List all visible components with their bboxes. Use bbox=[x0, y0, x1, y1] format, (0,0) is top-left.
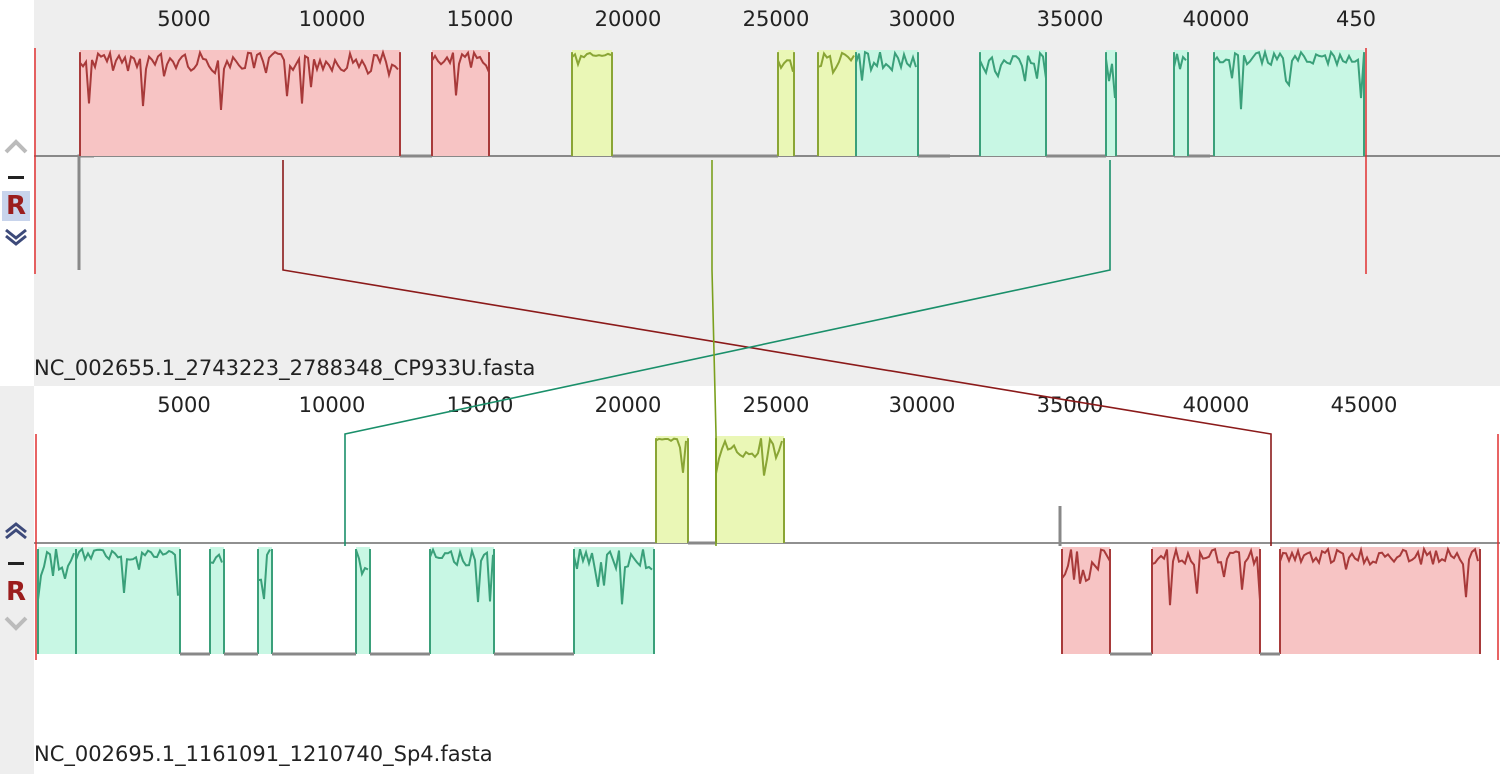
lcb-green-curve bbox=[209, 552, 223, 565]
lcb-red-curve bbox=[1151, 546, 1261, 606]
ruler-tick-label: 15000 bbox=[447, 393, 514, 417]
chevron-up-icon[interactable] bbox=[2, 518, 30, 546]
sequence-panel-bottom: R 5000 10000 15000 20000 25000 30000 35000 4000… bbox=[0, 386, 1500, 774]
minus-icon[interactable] bbox=[2, 550, 30, 578]
lcb-green-curve bbox=[1173, 53, 1187, 70]
ruler-tick-label: 40000 bbox=[1183, 7, 1250, 31]
lcb-green-curve bbox=[429, 547, 494, 603]
panel-controls-top: R bbox=[0, 0, 34, 386]
lcb-green-curve bbox=[37, 548, 75, 600]
lcb-yellow-block bbox=[656, 436, 688, 543]
ruler-tick-label: 30000 bbox=[889, 393, 956, 417]
sequence-panel-top: R 5000 10000 15000 20000 25000 30000 35000 4000… bbox=[0, 0, 1500, 386]
lcb-green-block bbox=[1214, 50, 1364, 156]
ruler-tick-label: 5000 bbox=[157, 393, 210, 417]
lcb-yellow-curve bbox=[817, 51, 855, 76]
lcb-green-block bbox=[1106, 50, 1116, 156]
lcb-green-block bbox=[258, 547, 272, 654]
lcb-yellow-curve bbox=[571, 51, 612, 68]
chevron-down-icon[interactable] bbox=[2, 224, 30, 252]
sequence-name-top: NC_002655.1_2743223_2788348_CP933U.fasta bbox=[34, 356, 536, 380]
ruler-tick-label: 25000 bbox=[743, 7, 810, 31]
lcb-red-curve bbox=[79, 49, 399, 110]
ruler-tick-label: 35000 bbox=[1037, 7, 1104, 31]
ruler-tick-label: 45000 bbox=[1331, 393, 1398, 417]
lcb-green-block bbox=[210, 547, 224, 654]
lcb-green-curve bbox=[573, 548, 653, 605]
lcb-green-block bbox=[76, 547, 180, 654]
ruler-tick-label: 35000 bbox=[1037, 393, 1104, 417]
ruler-tick-label: 25000 bbox=[743, 393, 810, 417]
lcb-yellow-block bbox=[572, 50, 612, 156]
ruler-tick-label: 10000 bbox=[299, 393, 366, 417]
ruler-tick-label: 15000 bbox=[447, 7, 514, 31]
lcb-yellow-block bbox=[778, 50, 794, 156]
baseline-segment bbox=[77, 154, 94, 270]
lcb-red-curve bbox=[1279, 546, 1479, 598]
lcb-green-curve bbox=[979, 50, 1047, 82]
lcb-green-curve bbox=[355, 549, 369, 578]
lcb-green-block bbox=[856, 50, 918, 156]
lcb-red-block bbox=[432, 50, 489, 156]
lcb-green-curve bbox=[1105, 58, 1116, 99]
ruler-tick-label: 5000 bbox=[157, 7, 210, 31]
ruler-tick-label: 450 bbox=[1336, 7, 1376, 31]
ruler-tick-label: 20000 bbox=[595, 7, 662, 31]
lcb-green-block bbox=[1174, 50, 1188, 156]
track-svg-bottom: 5000 10000 15000 20000 25000 30000 35000 40000 4… bbox=[34, 393, 1500, 660]
ruler-tick-label: 20000 bbox=[595, 393, 662, 417]
sequence-name-bottom: NC_002695.1_1161091_1210740_Sp4.fasta bbox=[34, 742, 493, 766]
ruler-tick-label: 30000 bbox=[889, 7, 956, 31]
lcb-green-block bbox=[430, 547, 494, 654]
reverse-button[interactable]: R bbox=[2, 191, 30, 221]
lcb-red-curve bbox=[431, 49, 490, 96]
lcb-red-block bbox=[1062, 547, 1110, 654]
track-area-bottom[interactable]: 5000 10000 15000 20000 25000 30000 35000 40000 4… bbox=[34, 386, 1500, 774]
lcb-red-curve bbox=[1061, 548, 1111, 584]
lcb-green-block bbox=[980, 50, 1046, 156]
reverse-button[interactable]: R bbox=[5, 577, 27, 607]
lcb-green-curve bbox=[1213, 48, 1365, 110]
chevron-up-icon[interactable] bbox=[2, 132, 30, 160]
panel-controls-bottom: R bbox=[0, 386, 34, 774]
lcb-yellow-curve bbox=[777, 59, 794, 72]
lcb-green-curve bbox=[257, 549, 271, 600]
lcb-green-curve bbox=[855, 50, 917, 81]
track-svg-top: 5000 10000 15000 20000 25000 30000 35000 40000 4… bbox=[34, 7, 1500, 274]
lcb-red-block bbox=[1280, 547, 1480, 654]
ruler-tick-label: 10000 bbox=[299, 7, 366, 31]
lcb-green-curve bbox=[75, 547, 179, 596]
ruler-tick-label: 40000 bbox=[1183, 393, 1250, 417]
track-area-top[interactable]: 5000 10000 15000 20000 25000 30000 35000 40000 4… bbox=[34, 0, 1500, 386]
lcb-green-block bbox=[356, 547, 370, 654]
chevron-down-icon[interactable] bbox=[2, 610, 30, 638]
minus-icon[interactable] bbox=[2, 164, 30, 192]
